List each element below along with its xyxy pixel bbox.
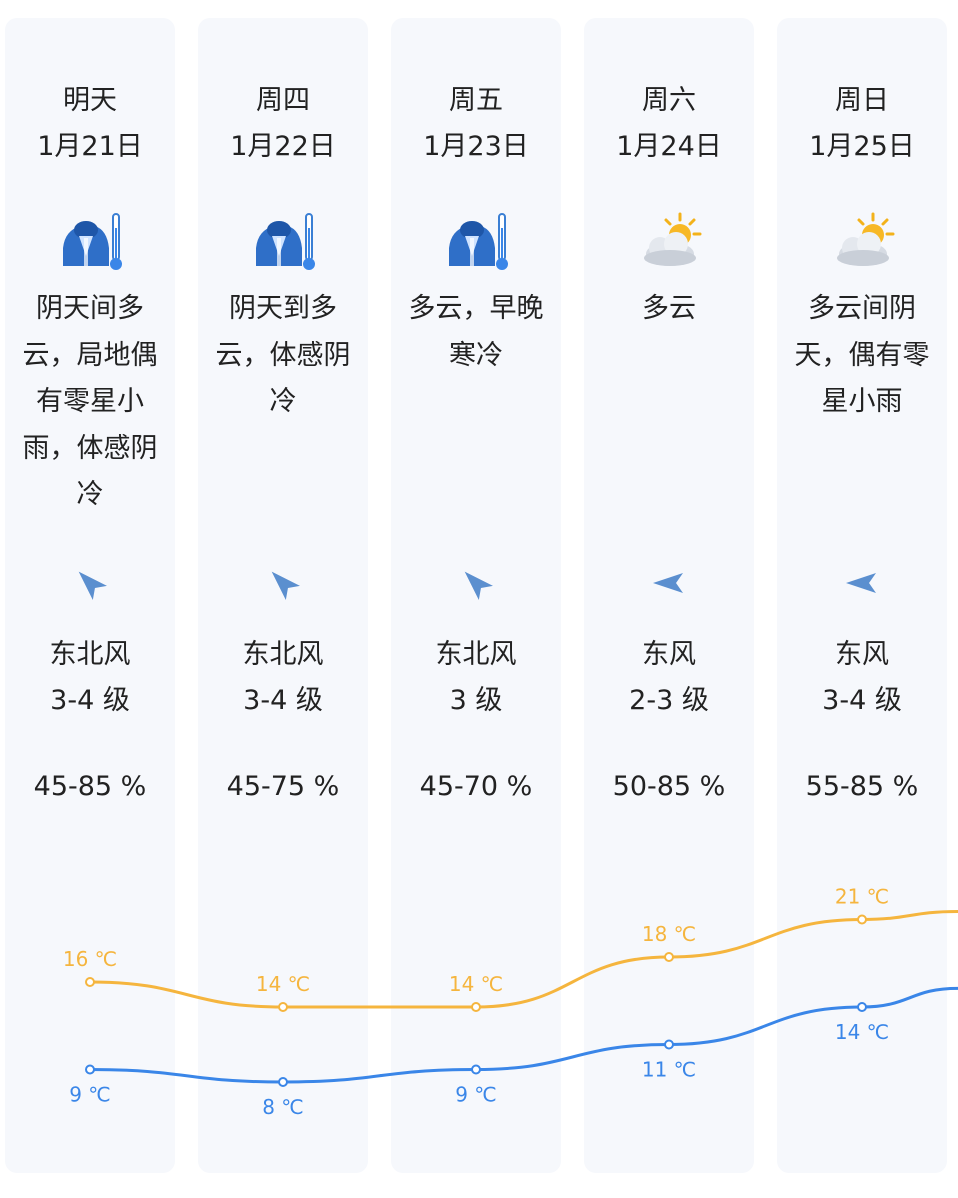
wind-direction-northeast-icon — [464, 571, 493, 600]
humidity: 45-75 % — [226, 771, 340, 802]
weekday-label: 周六 — [642, 85, 696, 116]
weather-description: 多云 — [642, 293, 696, 324]
day-column[interactable]: 周五 1月23日 多云，早晚寒冷 东北风 3 级 45-70 % — [391, 18, 561, 1173]
wind-level: 2-3 级 — [629, 685, 709, 716]
partly-cloudy-icon — [837, 212, 895, 266]
weather-description: 多云间阴天，偶有零星小雨 — [794, 293, 930, 417]
weekday-label: 明天 — [63, 85, 117, 116]
cold-icon — [63, 213, 122, 270]
wind-level: 3-4 级 — [243, 685, 323, 716]
wind-direction-east-icon — [846, 573, 876, 593]
weather-description: 阴天间多云，局地偶有零星小雨，体感阴冷 — [22, 293, 158, 510]
partly-cloudy-icon — [644, 212, 702, 266]
cold-icon — [449, 213, 508, 270]
humidity: 55-85 % — [805, 771, 919, 802]
day-column[interactable]: 周日 1月25日 多云间阴天，偶有零星小雨 东风 3-4 级 55-85 % — [777, 18, 947, 1173]
day-column[interactable]: 明天 1月21日 阴天间多云，局地偶有零星小雨，体感阴冷 东北风 3-4 级 4… — [5, 18, 175, 1173]
weekday-label: 周四 — [256, 85, 310, 116]
date-label: 1月24日 — [616, 131, 722, 162]
wind-direction: 东北风 — [242, 639, 324, 670]
date-label: 1月22日 — [230, 131, 336, 162]
date-label: 1月23日 — [423, 131, 529, 162]
date-label: 1月21日 — [37, 131, 143, 162]
humidity: 45-70 % — [419, 771, 533, 802]
wind-level: 3-4 级 — [50, 685, 130, 716]
cold-icon — [256, 213, 315, 270]
wind-direction: 东风 — [642, 639, 696, 670]
wind-direction-northeast-icon — [78, 571, 107, 600]
wind-direction-east-icon — [653, 573, 683, 593]
date-label: 1月25日 — [809, 131, 915, 162]
humidity: 50-85 % — [612, 771, 726, 802]
day-column[interactable]: 周四 1月22日 阴天到多云，体感阴冷 东北风 3-4 级 45-75 % — [198, 18, 368, 1173]
wind-level: 3-4 级 — [822, 685, 902, 716]
wind-direction: 东北风 — [49, 639, 131, 670]
wind-direction: 东风 — [835, 639, 889, 670]
wind-level: 3 级 — [449, 685, 503, 716]
weather-description: 阴天到多云，体感阴冷 — [215, 293, 351, 417]
weekday-label: 周五 — [449, 85, 503, 116]
wind-direction: 东北风 — [435, 639, 517, 670]
weekday-label: 周日 — [835, 85, 889, 116]
humidity: 45-85 % — [33, 771, 147, 802]
wind-direction-northeast-icon — [271, 571, 300, 600]
day-column[interactable]: 周六 1月24日 多云 东风 2-3 级 50-85 % — [584, 18, 754, 1173]
weather-description: 多云，早晚寒冷 — [408, 293, 544, 371]
